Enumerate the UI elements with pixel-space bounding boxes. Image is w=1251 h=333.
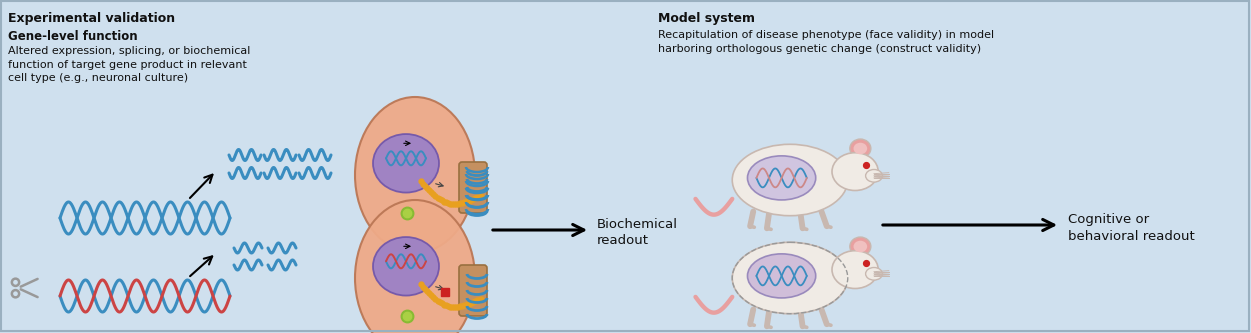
Text: Experimental validation: Experimental validation — [8, 12, 175, 25]
Text: Gene-level function: Gene-level function — [8, 30, 138, 43]
Ellipse shape — [732, 242, 848, 314]
Ellipse shape — [853, 143, 867, 154]
Ellipse shape — [355, 200, 475, 333]
Text: Altered expression, splicing, or biochemical
function of target gene product in : Altered expression, splicing, or biochem… — [8, 46, 250, 83]
Ellipse shape — [832, 153, 878, 190]
Ellipse shape — [849, 139, 871, 158]
Ellipse shape — [373, 237, 439, 296]
Ellipse shape — [748, 254, 816, 298]
Ellipse shape — [355, 97, 475, 253]
Ellipse shape — [849, 237, 871, 256]
Text: Recapitulation of disease phenotype (face validity) in model
harboring orthologo: Recapitulation of disease phenotype (fac… — [658, 30, 995, 54]
Ellipse shape — [832, 251, 878, 288]
FancyBboxPatch shape — [459, 162, 487, 213]
Text: Model system: Model system — [658, 12, 756, 25]
Ellipse shape — [853, 241, 867, 252]
Ellipse shape — [866, 267, 882, 280]
Text: Cognitive or
behavioral readout: Cognitive or behavioral readout — [1068, 213, 1195, 242]
Ellipse shape — [866, 169, 882, 182]
FancyBboxPatch shape — [459, 265, 487, 316]
Ellipse shape — [748, 156, 816, 200]
Ellipse shape — [732, 144, 848, 216]
Text: Biochemical
readout: Biochemical readout — [597, 218, 678, 247]
Ellipse shape — [373, 134, 439, 192]
